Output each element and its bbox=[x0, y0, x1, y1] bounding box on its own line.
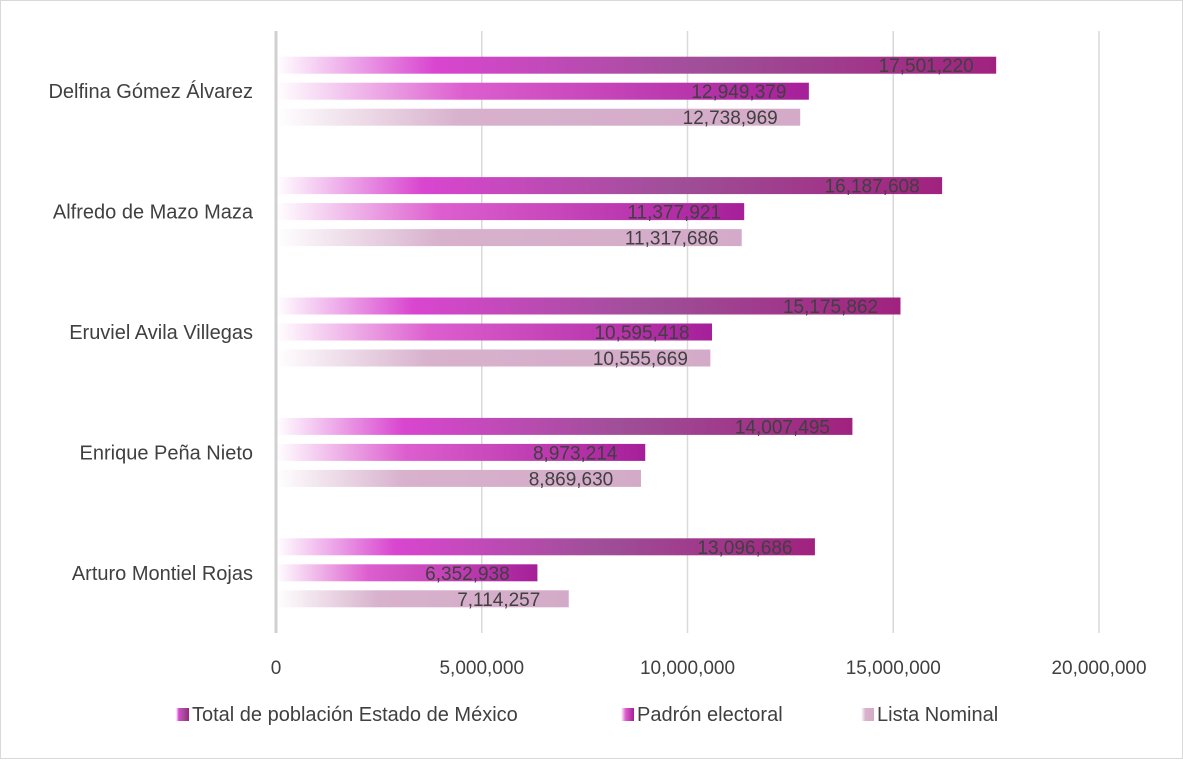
legend-label: Total de población Estado de México bbox=[192, 704, 518, 726]
bar bbox=[276, 177, 943, 195]
data-labels: 17,501,220 12,949,379 12,738,969 16,187,608… bbox=[425, 56, 974, 611]
bar bbox=[276, 56, 997, 74]
data-label: 17,501,220 bbox=[879, 56, 974, 77]
category-label: Enrique Peña Nieto bbox=[80, 442, 253, 464]
x-tick-label: 20,000,000 bbox=[1051, 658, 1146, 679]
bar bbox=[276, 417, 853, 435]
category-label: Delfina Gómez Álvarez bbox=[48, 80, 253, 103]
legend-swatch bbox=[176, 708, 189, 721]
legend-label: Lista Nominal bbox=[877, 704, 998, 726]
data-label: 14,007,495 bbox=[735, 417, 830, 438]
bar bbox=[276, 443, 646, 461]
axes: 0 5,000,000 10,000,000 15,000,000 20,000,000… bbox=[48, 31, 1147, 679]
data-label: 15,175,862 bbox=[783, 297, 878, 318]
x-tick-label: 15,000,000 bbox=[846, 658, 941, 679]
bar bbox=[276, 323, 713, 341]
data-label: 11,377,921 bbox=[627, 203, 721, 224]
category-label: Arturo Montiel Rojas bbox=[72, 563, 253, 585]
legend: Total de población Estado de México Padró… bbox=[176, 704, 998, 726]
data-label: 8,869,630 bbox=[529, 469, 614, 490]
x-tick-label: 10,000,000 bbox=[640, 658, 735, 679]
category-label: Alfredo de Mazo Maza bbox=[53, 202, 254, 224]
data-label: 16,187,608 bbox=[825, 177, 920, 198]
x-tick-label: 5,000,000 bbox=[439, 658, 524, 679]
bar bbox=[276, 349, 711, 367]
bar bbox=[276, 590, 569, 608]
bar bbox=[276, 469, 641, 487]
category-label: Eruviel Avila Villegas bbox=[69, 322, 253, 344]
legend-swatch bbox=[861, 708, 874, 721]
bars bbox=[276, 56, 997, 608]
data-label: 10,595,418 bbox=[594, 323, 689, 344]
bar bbox=[276, 564, 538, 582]
bar bbox=[276, 82, 809, 100]
data-label: 8,973,214 bbox=[533, 443, 618, 464]
bar bbox=[276, 538, 815, 556]
bar bbox=[276, 229, 742, 247]
data-label: 12,949,379 bbox=[691, 82, 786, 103]
data-label: 6,352,938 bbox=[425, 564, 510, 585]
legend-swatch bbox=[621, 708, 634, 721]
data-label: 12,738,969 bbox=[683, 108, 778, 129]
data-label: 7,114,257 bbox=[457, 590, 540, 611]
bar bbox=[276, 297, 901, 315]
data-label: 13,096,686 bbox=[697, 538, 792, 559]
bar bbox=[276, 203, 745, 221]
legend-label: Padrón electoral bbox=[637, 704, 783, 726]
bar bbox=[276, 108, 801, 126]
data-label: 10,555,669 bbox=[593, 349, 688, 370]
x-tick-label: 0 bbox=[271, 658, 282, 679]
data-label: 11,317,686 bbox=[625, 229, 719, 250]
